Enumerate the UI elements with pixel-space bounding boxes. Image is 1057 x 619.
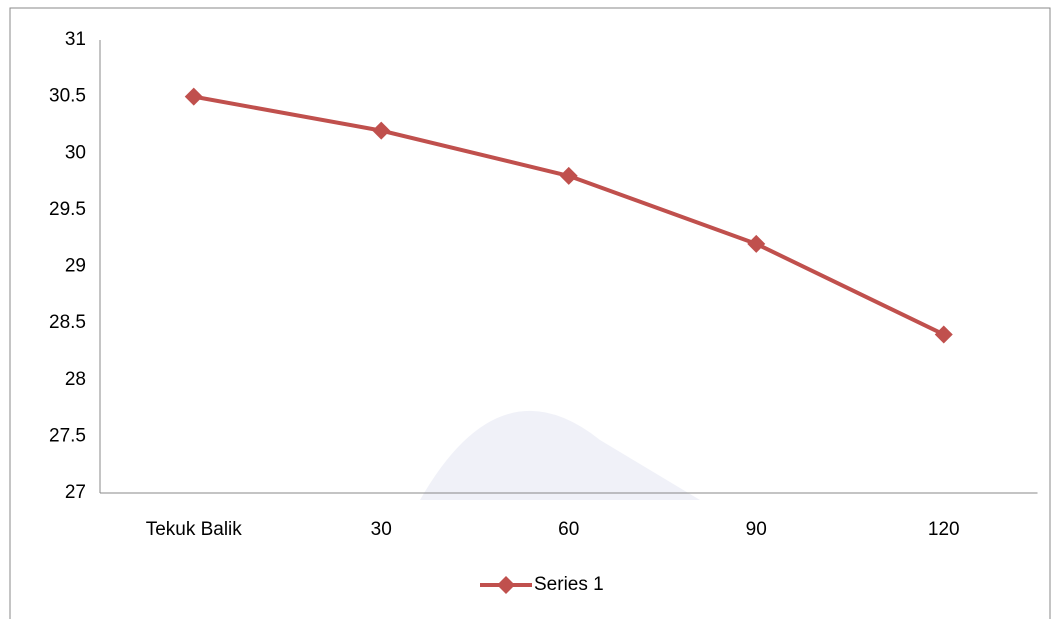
x-tick-label: 60 bbox=[558, 519, 579, 540]
y-tick-label: 29 bbox=[65, 256, 86, 277]
point-marker bbox=[559, 166, 578, 185]
y-tick-label: 31 bbox=[65, 29, 86, 50]
y-tick-label: 28 bbox=[65, 369, 86, 390]
watermark-shape bbox=[420, 410, 700, 500]
point-marker bbox=[934, 325, 953, 344]
chart-frame bbox=[9, 7, 1051, 619]
legend-label: Series 1 bbox=[534, 574, 604, 595]
y-tick-label: 29.5 bbox=[49, 199, 86, 220]
y-tick-label: 27 bbox=[65, 482, 86, 503]
y-tick-label: 27.5 bbox=[49, 425, 86, 446]
point-marker bbox=[747, 234, 766, 253]
x-tick-label: Tekuk Balik bbox=[146, 519, 243, 540]
point-marker bbox=[184, 87, 203, 106]
x-tick-label: 30 bbox=[371, 519, 392, 540]
y-tick-label: 28.5 bbox=[49, 312, 86, 333]
legend-marker bbox=[497, 576, 515, 594]
y-tick-label: 30.5 bbox=[49, 86, 86, 107]
point-marker bbox=[372, 121, 391, 140]
x-tick-label: 90 bbox=[746, 519, 767, 540]
x-tick-label: 120 bbox=[928, 519, 960, 540]
series-line bbox=[193, 94, 945, 337]
y-tick-label: 30 bbox=[65, 142, 86, 163]
